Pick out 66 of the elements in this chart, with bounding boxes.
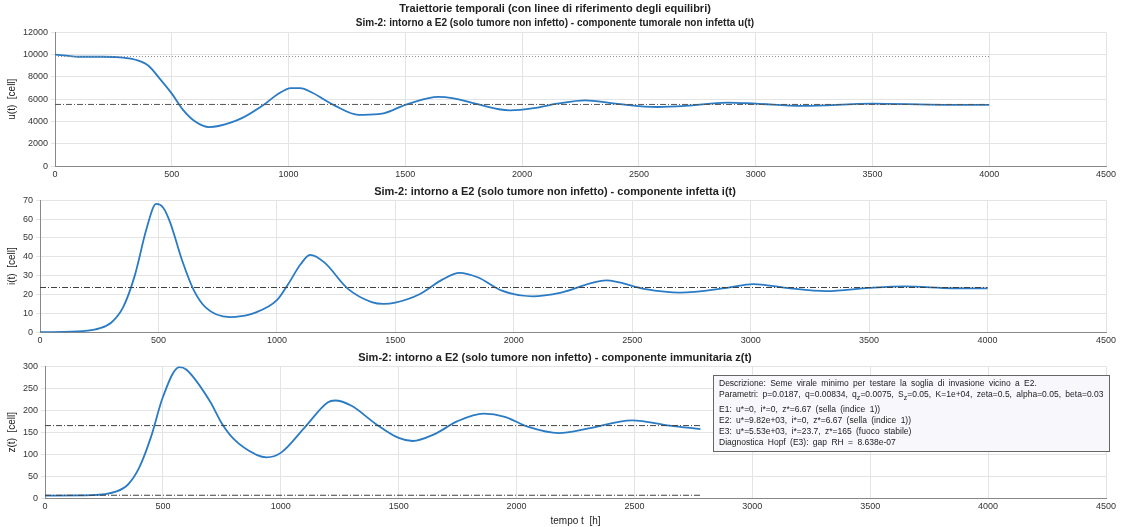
line-series	[55, 53, 991, 129]
y-tick-label: 0	[43, 160, 49, 171]
x-tick-label: 500	[150, 335, 166, 346]
y-tick-label: 150	[22, 426, 39, 437]
annotation: Diagnostica Hopf (E3): gap RH = 8.638e-07	[719, 436, 897, 448]
y-tick-label: 60	[23, 213, 34, 224]
x-axis-title: tempo t [h]	[550, 514, 601, 526]
y-tick-label: 20	[23, 288, 34, 299]
y-tick-label: 70	[23, 194, 34, 205]
x-tick-label: 1000	[270, 501, 291, 512]
x-tick-label: 3500	[862, 169, 883, 180]
x-tick-label: 4000	[979, 169, 1000, 180]
y-tick-label: 10000	[23, 49, 49, 60]
x-tick-label: 4500	[1095, 501, 1117, 512]
y-tick-label: 300	[22, 360, 39, 371]
y-tick-label: 0	[33, 492, 39, 503]
x-tick-label: 3000	[742, 501, 763, 512]
chart-title: Sim-2: intorno a E2 (solo tumore non infetto) - componente immunitaria z(t)	[358, 350, 753, 363]
chart-subtitle: Sim-2: intorno a E2 (solo tumore non infetto) - componente tumorale non infetta u(t)	[355, 16, 755, 28]
x-tick-label: 500	[155, 501, 171, 512]
x-tick-label: 2500	[624, 501, 645, 512]
y-tick-label: 10	[23, 307, 34, 318]
y-tick-label: 40	[23, 251, 34, 262]
y-tick-label: 12000	[23, 26, 49, 37]
y-axis-title: z(t) [cell]	[5, 411, 17, 453]
annotation: E2: u*=9.82e+03, i*=0, z*=6.67 (sella (indice 1))	[719, 414, 913, 426]
y-tick-label: 50	[23, 232, 34, 243]
y-tick-label: 100	[22, 448, 39, 459]
y-axis-title: i(t) [cell]	[5, 247, 17, 286]
x-tick-label: 3500	[860, 501, 881, 512]
x-tick-label: 4000	[977, 335, 998, 346]
y-tick-label: 8000	[28, 71, 49, 82]
y-axis-title: u(t) [cell]	[5, 78, 17, 120]
y-tick-label: 0	[28, 326, 34, 337]
x-tick-label: 2500	[628, 169, 649, 180]
x-tick-label: 4500	[1095, 335, 1117, 346]
x-tick-label: 2500	[622, 335, 643, 346]
y-tick-label: 200	[22, 404, 39, 415]
x-tick-label: 1500	[395, 169, 416, 180]
x-tick-label: 0	[52, 169, 58, 180]
x-tick-label: 4500	[1095, 169, 1117, 180]
y-tick-label: 50	[28, 470, 39, 481]
annotation: Descrizione: Seme virale minimo per testare la soglia di invasione vicino a E2.	[719, 378, 1038, 389]
y-tick-label: 2000	[28, 138, 49, 149]
annotation: Parametri: p=0.0187, q=0.00834, q$_{z}$=0.0075, S$_{z}$=0.05, K=1e+04, zeta=0.5, alpha=0.05, beta=0.03	[719, 389, 1104, 404]
y-tick-label: 250	[22, 382, 39, 393]
x-tick-label: 2000	[512, 169, 533, 180]
x-tick-label: 2000	[506, 501, 527, 512]
x-tick-label: 3000	[740, 335, 761, 346]
y-tick-label: 6000	[28, 93, 49, 104]
x-tick-label: 2000	[503, 335, 524, 346]
y-tick-label: 4000	[28, 116, 49, 127]
x-tick-label: 1000	[278, 169, 299, 180]
x-tick-label: 500	[164, 169, 180, 180]
x-tick-label: 1500	[385, 335, 406, 346]
line-series	[40, 203, 989, 333]
x-tick-label: 1500	[388, 501, 409, 512]
x-tick-label: 1000	[266, 335, 287, 346]
x-tick-label: 3500	[859, 335, 880, 346]
x-tick-label: 3000	[745, 169, 766, 180]
annotation: E3: u*=5.53e+03, i*=23.7, z*=165 (fuoco stabile)	[719, 425, 913, 437]
annotation: E1: u*=0, i*=0, z*=6.67 (sella (indice 1))	[719, 403, 882, 415]
chart-title: Sim-2: intorno a E2 (solo tumore non infetto) - componente infetta i(t)	[374, 184, 737, 197]
y-tick-label: 30	[23, 270, 34, 281]
x-tick-label: 4000	[978, 501, 999, 512]
chart-title: Traiettorie temporali (con linee di riferimento degli equilibri)	[399, 1, 712, 14]
